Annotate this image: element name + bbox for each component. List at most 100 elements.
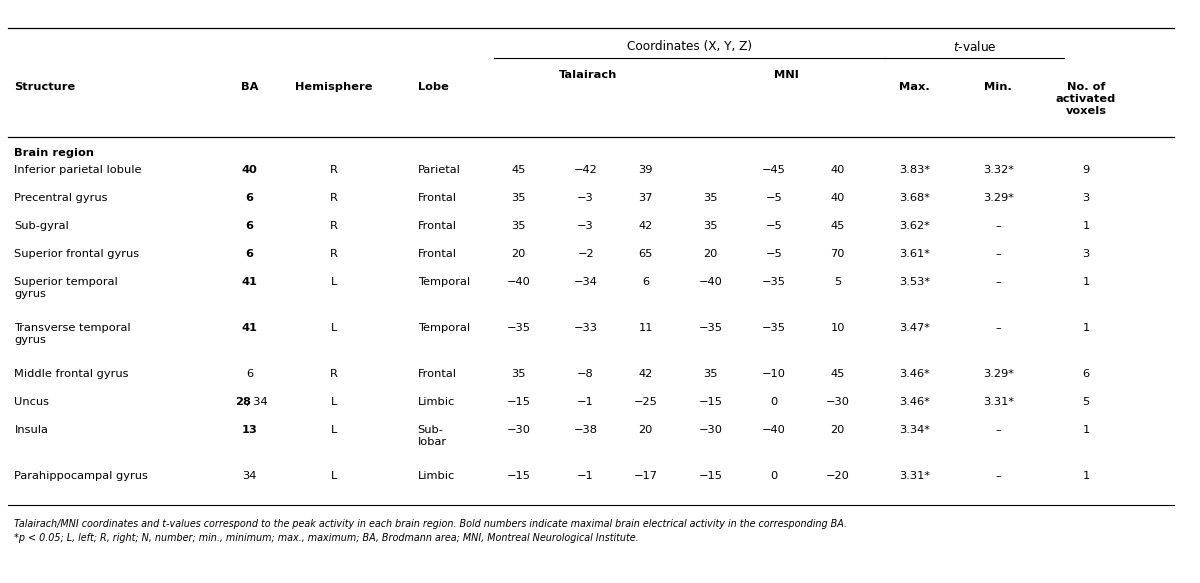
- Text: 45: 45: [511, 165, 526, 175]
- Text: BA: BA: [241, 82, 258, 92]
- Text: −35: −35: [762, 277, 786, 287]
- Text: 35: 35: [511, 221, 526, 231]
- Text: 41: 41: [241, 323, 258, 333]
- Text: −30: −30: [826, 397, 850, 407]
- Text: Brain region: Brain region: [14, 148, 95, 158]
- Text: −40: −40: [506, 277, 530, 287]
- Text: R: R: [330, 369, 337, 379]
- Text: Parahippocampal gyrus: Parahippocampal gyrus: [14, 471, 149, 481]
- Text: Frontal: Frontal: [418, 221, 456, 231]
- Text: $t$-value: $t$-value: [953, 40, 996, 54]
- Text: 10: 10: [830, 323, 845, 333]
- Text: L: L: [330, 397, 337, 407]
- Text: −1: −1: [577, 471, 594, 481]
- Text: 5: 5: [1082, 397, 1090, 407]
- Text: 5: 5: [834, 277, 841, 287]
- Text: 3.68*: 3.68*: [899, 193, 930, 203]
- Text: −30: −30: [698, 425, 722, 435]
- Text: R: R: [330, 249, 337, 259]
- Text: 3.46*: 3.46*: [899, 397, 930, 407]
- Text: –: –: [996, 221, 1001, 231]
- Text: −5: −5: [766, 249, 782, 259]
- Text: −10: −10: [762, 369, 786, 379]
- Text: Superior frontal gyrus: Superior frontal gyrus: [14, 249, 139, 259]
- Text: R: R: [330, 165, 337, 175]
- Text: Insula: Insula: [14, 425, 48, 435]
- Text: Structure: Structure: [14, 82, 76, 92]
- Text: −5: −5: [766, 193, 782, 203]
- Text: Inferior parietal lobule: Inferior parietal lobule: [14, 165, 142, 175]
- Text: Superior temporal
gyrus: Superior temporal gyrus: [14, 277, 118, 300]
- Text: 35: 35: [703, 193, 718, 203]
- Text: −25: −25: [634, 397, 658, 407]
- Text: 3.47*: 3.47*: [899, 323, 930, 333]
- Text: −40: −40: [698, 277, 722, 287]
- Text: Min.: Min.: [984, 82, 1013, 92]
- Text: 1: 1: [1082, 277, 1090, 287]
- Text: −15: −15: [698, 471, 722, 481]
- Text: 35: 35: [511, 369, 526, 379]
- Text: Temporal: Temporal: [418, 323, 469, 333]
- Text: 3: 3: [1082, 193, 1090, 203]
- Text: 3.29*: 3.29*: [983, 193, 1014, 203]
- Text: L: L: [330, 471, 337, 481]
- Text: Transverse temporal
gyrus: Transverse temporal gyrus: [14, 323, 131, 345]
- Text: 20: 20: [638, 425, 653, 435]
- Text: 35: 35: [511, 193, 526, 203]
- Text: Limbic: Limbic: [418, 397, 455, 407]
- Text: 6: 6: [246, 221, 253, 231]
- Text: 20: 20: [830, 425, 845, 435]
- Text: Coordinates (X, Y, Z): Coordinates (X, Y, Z): [628, 40, 752, 53]
- Text: *p < 0.05; L, left; R, right; N, number; min., minimum; max., maximum; BA, Brodm: *p < 0.05; L, left; R, right; N, number;…: [14, 533, 640, 543]
- Text: −15: −15: [506, 397, 530, 407]
- Text: R: R: [330, 193, 337, 203]
- Text: −2: −2: [577, 249, 594, 259]
- Text: 34: 34: [242, 471, 257, 481]
- Text: 42: 42: [638, 369, 653, 379]
- Text: 3.53*: 3.53*: [899, 277, 930, 287]
- Text: Hemisphere: Hemisphere: [295, 82, 372, 92]
- Text: −35: −35: [506, 323, 530, 333]
- Text: 40: 40: [241, 165, 258, 175]
- Text: 65: 65: [638, 249, 653, 259]
- Text: 11: 11: [638, 323, 653, 333]
- Text: Parietal: Parietal: [418, 165, 461, 175]
- Text: Sub-
lobar: Sub- lobar: [418, 425, 446, 447]
- Text: 35: 35: [703, 369, 718, 379]
- Text: 20: 20: [511, 249, 526, 259]
- Text: −3: −3: [577, 193, 594, 203]
- Text: 6: 6: [246, 193, 253, 203]
- Text: 1: 1: [1082, 221, 1090, 231]
- Text: L: L: [330, 277, 337, 287]
- Text: Lobe: Lobe: [418, 82, 449, 92]
- Text: 3.31*: 3.31*: [899, 471, 930, 481]
- Text: 1: 1: [1082, 471, 1090, 481]
- Text: Talairach: Talairach: [559, 70, 617, 80]
- Text: −1: −1: [577, 397, 594, 407]
- Text: 0: 0: [770, 471, 778, 481]
- Text: 6: 6: [1082, 369, 1090, 379]
- Text: 0: 0: [770, 397, 778, 407]
- Text: Precentral gyrus: Precentral gyrus: [14, 193, 108, 203]
- Text: Talairach/MNI coordinates and t-values correspond to the peak activity in each b: Talairach/MNI coordinates and t-values c…: [14, 519, 847, 529]
- Text: –: –: [996, 425, 1001, 435]
- Text: 3.34*: 3.34*: [899, 425, 930, 435]
- Text: Sub-gyral: Sub-gyral: [14, 221, 70, 231]
- Text: 3.46*: 3.46*: [899, 369, 930, 379]
- Text: −20: −20: [826, 471, 850, 481]
- Text: MNI: MNI: [774, 70, 798, 80]
- Text: 3.62*: 3.62*: [899, 221, 930, 231]
- Text: Temporal: Temporal: [418, 277, 469, 287]
- Text: –: –: [996, 323, 1001, 333]
- Text: R: R: [330, 221, 337, 231]
- Text: Limbic: Limbic: [418, 471, 455, 481]
- Text: −35: −35: [698, 323, 722, 333]
- Text: Frontal: Frontal: [418, 193, 456, 203]
- Text: −3: −3: [577, 221, 594, 231]
- Text: 40: 40: [830, 165, 845, 175]
- Text: −45: −45: [762, 165, 786, 175]
- Text: −42: −42: [574, 165, 598, 175]
- Text: Middle frontal gyrus: Middle frontal gyrus: [14, 369, 128, 379]
- Text: Frontal: Frontal: [418, 369, 456, 379]
- Text: 41: 41: [241, 277, 258, 287]
